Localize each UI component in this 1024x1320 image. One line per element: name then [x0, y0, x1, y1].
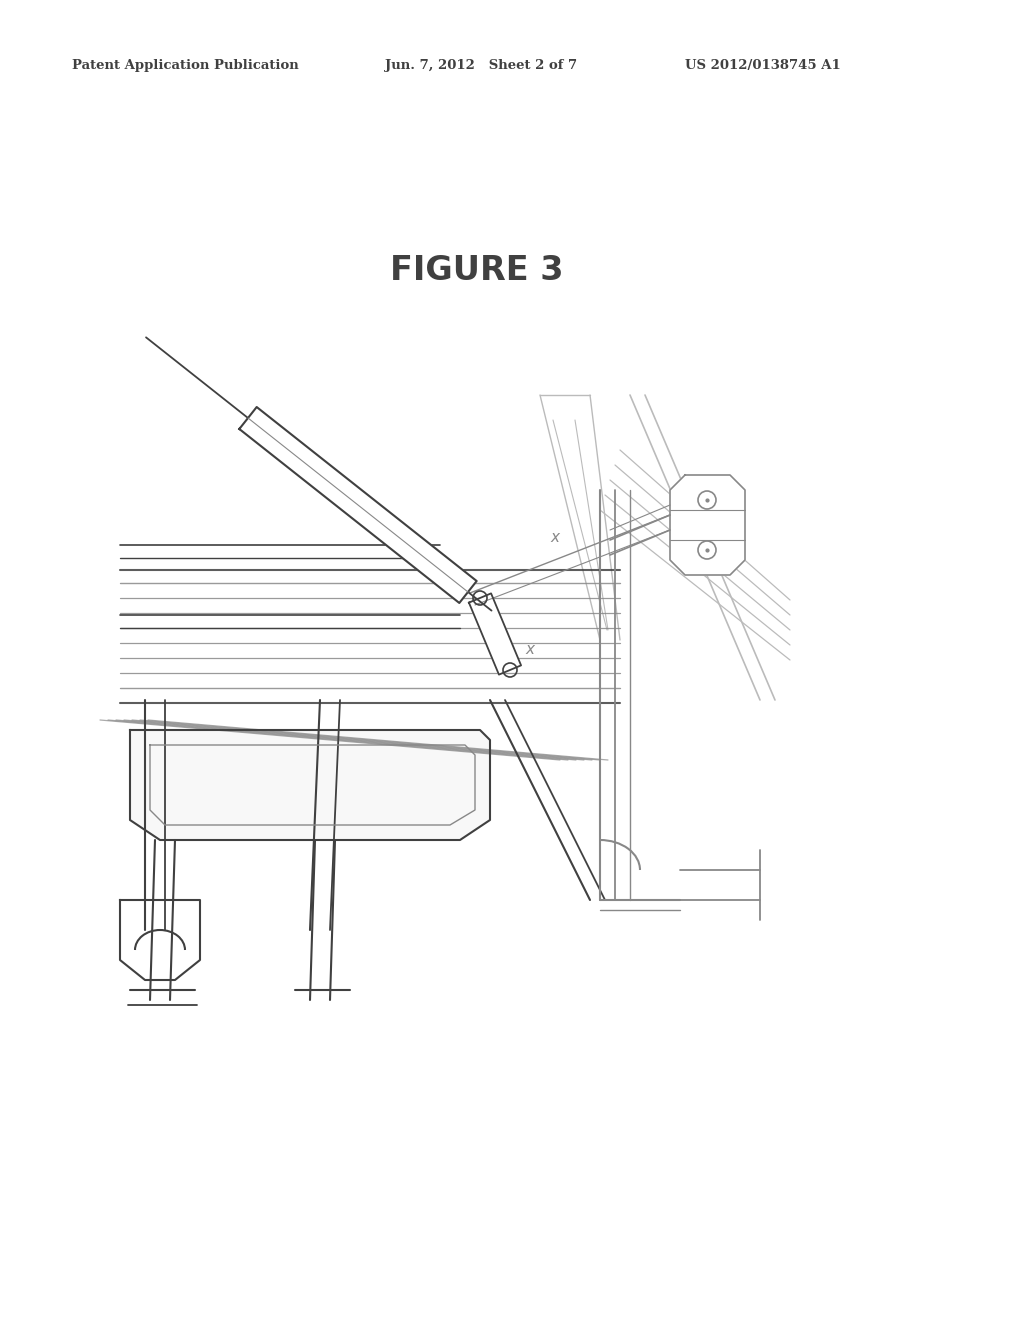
Text: x: x [525, 643, 535, 657]
Polygon shape [670, 475, 745, 576]
Polygon shape [240, 407, 477, 603]
Polygon shape [120, 900, 200, 979]
Text: US 2012/0138745 A1: US 2012/0138745 A1 [685, 58, 841, 71]
Text: Patent Application Publication: Patent Application Publication [72, 58, 299, 71]
Polygon shape [469, 594, 521, 675]
Text: FIGURE 3: FIGURE 3 [390, 253, 563, 286]
Text: Jun. 7, 2012   Sheet 2 of 7: Jun. 7, 2012 Sheet 2 of 7 [385, 58, 578, 71]
Polygon shape [130, 730, 490, 840]
Text: x: x [551, 531, 559, 545]
